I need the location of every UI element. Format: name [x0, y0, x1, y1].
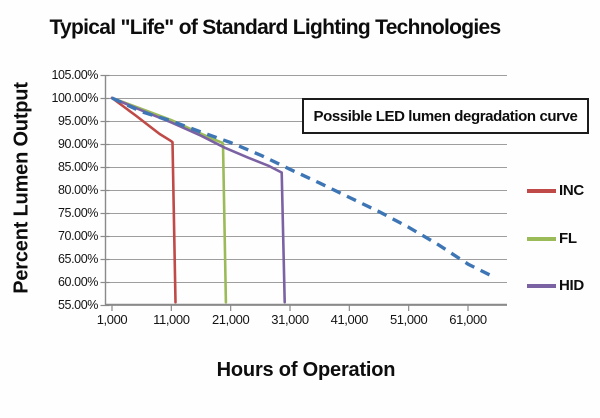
y-tick-label: 60.00%: [58, 274, 98, 289]
plot-area: [100, 74, 507, 311]
y-tick-label: 85.00%: [58, 159, 98, 174]
series-line-led: [111, 96, 496, 279]
x-tick-label: 11,000: [153, 312, 190, 327]
series-line-hid: [110, 96, 286, 304]
annotation-box: Possible LED lumen degradation curve: [302, 98, 589, 134]
legend-item-hid: HID: [527, 278, 584, 293]
y-tick-label: 75.00%: [58, 205, 98, 220]
annotation-text: Possible LED lumen degradation curve: [313, 107, 578, 125]
y-tick-label: 55.00%: [58, 297, 98, 312]
legend-label: INC: [559, 182, 584, 199]
y-tick-label: 65.00%: [58, 251, 98, 266]
x-axis-title: Hours of Operation: [216, 359, 396, 381]
y-tick-label: 70.00%: [58, 228, 98, 243]
x-tick-label: 21,000: [211, 312, 250, 327]
series-line-fl: [110, 96, 228, 304]
y-tick-label: 105.00%: [51, 67, 98, 82]
y-tick-label: 95.00%: [58, 113, 98, 128]
legend-label: HID: [559, 277, 584, 294]
y-tick-label: 100.00%: [51, 90, 98, 105]
legend-swatch-hid: [527, 283, 556, 288]
x-tick-label: 31,000: [271, 312, 309, 327]
x-tick-label: 1,000: [96, 312, 128, 327]
y-tick-label: 80.00%: [58, 182, 98, 197]
legend-item-fl: FL: [527, 231, 577, 246]
legend-swatch-inc: [527, 188, 556, 193]
legend-swatch-fl: [527, 236, 556, 241]
chart-title: Typical "Life" of Standard Lighting Tech…: [49, 16, 501, 39]
x-tick-label: 41,000: [330, 312, 369, 327]
legend-item-inc: INC: [527, 183, 584, 198]
legend-label: FL: [559, 230, 577, 247]
x-tick-label: 51,000: [389, 312, 428, 327]
x-tick-label: 61,000: [449, 312, 487, 327]
y-tick-label: 90.00%: [58, 136, 98, 151]
series-line-inc: [110, 96, 177, 304]
